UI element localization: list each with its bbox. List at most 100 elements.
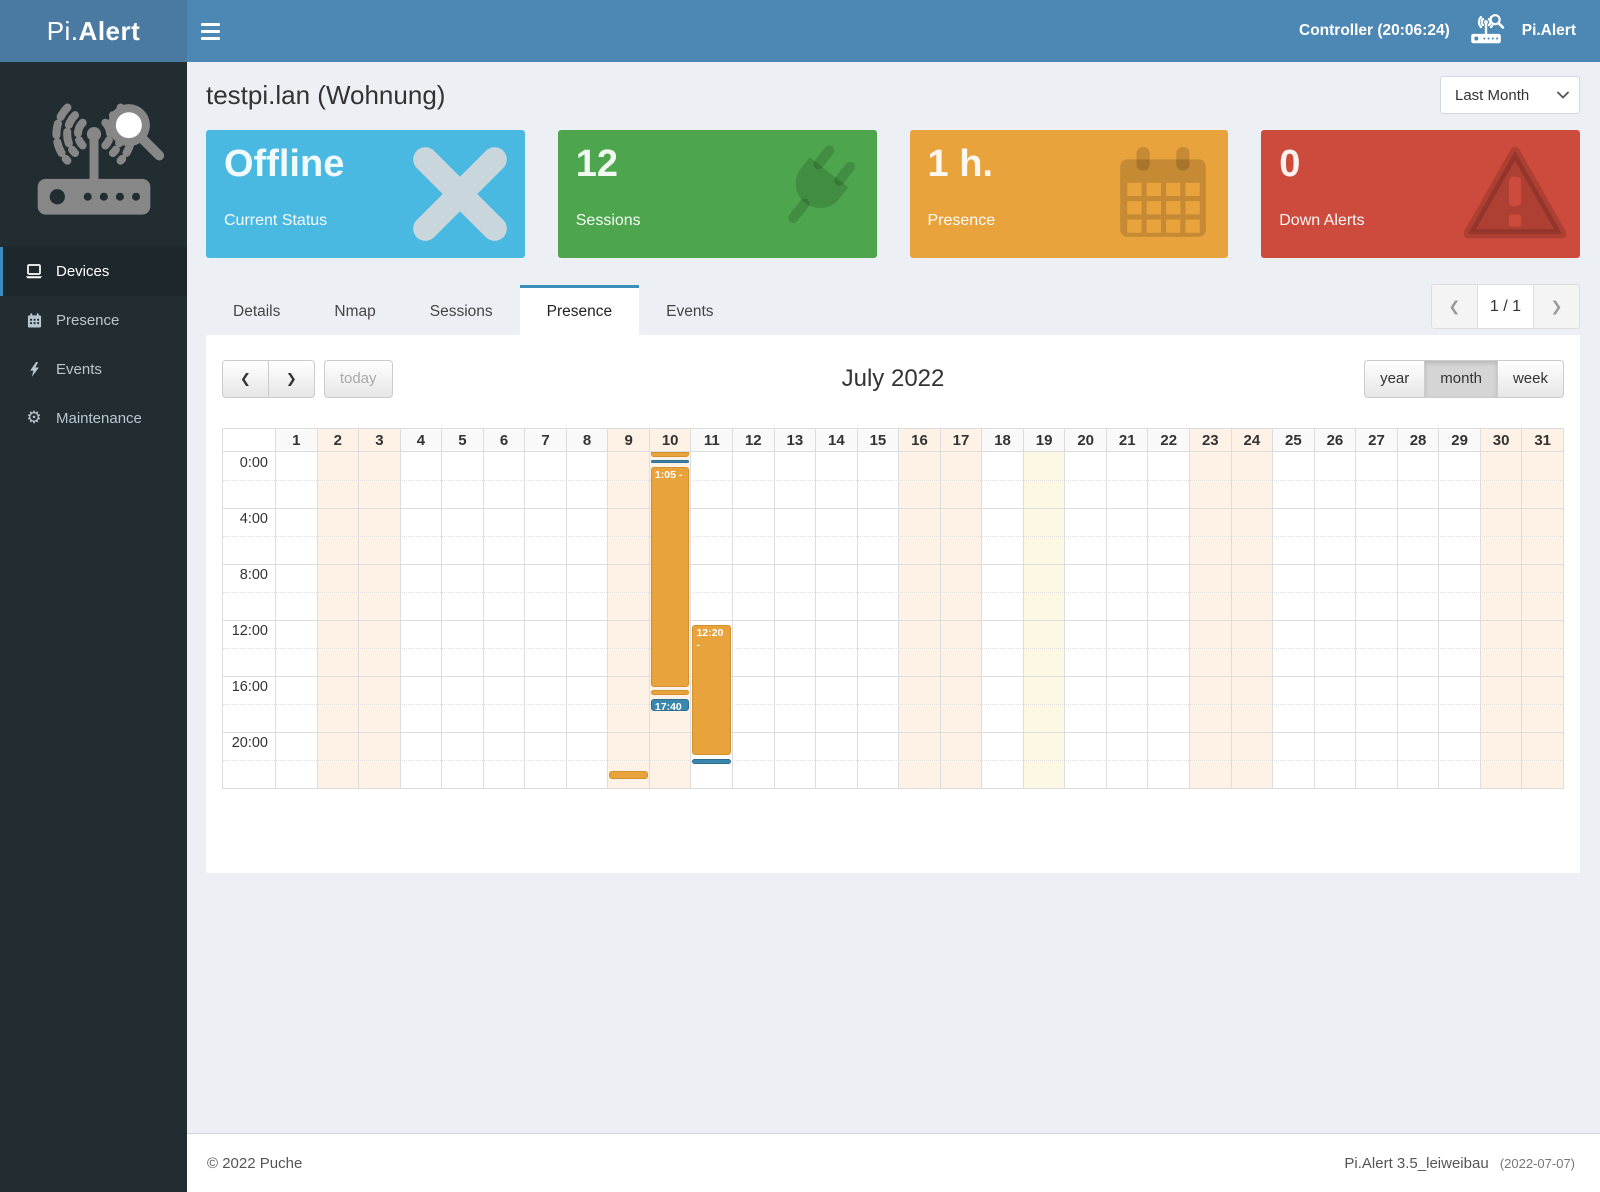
calendar-view-week[interactable]: week: [1496, 360, 1564, 398]
day-column-24: [1230, 452, 1273, 788]
day-header-22: 22: [1147, 429, 1190, 451]
day-column-8: [565, 452, 608, 788]
calendar-event[interactable]: 17:40: [650, 699, 690, 712]
calendar-view-month[interactable]: month: [1424, 360, 1498, 398]
footer: © 2022 Puche Pi.Alert 3.5_leiweibau (202…: [187, 1133, 1600, 1192]
day-column-27: [1355, 452, 1397, 788]
calendar-big-icon: [1112, 143, 1214, 245]
calendar-event[interactable]: [650, 690, 690, 696]
day-column-7: [524, 452, 566, 788]
day-header-4: 4: [399, 429, 442, 451]
tab-events[interactable]: Events: [666, 302, 714, 320]
controller-status: Controller (20:06:24): [1299, 22, 1450, 39]
tab-bar: Details Nmap Sessions Presence Events: [206, 284, 741, 335]
day-header-21: 21: [1105, 429, 1148, 451]
day-header-19: 19: [1022, 429, 1065, 451]
tab-sessions[interactable]: Sessions: [429, 302, 493, 320]
pialert-logo-icon: [0, 62, 187, 247]
calendar-event[interactable]: 1:05 -: [650, 467, 690, 687]
day-header-9: 9: [607, 429, 649, 451]
calendar-axis-header: [223, 429, 275, 451]
day-header-15: 15: [856, 429, 899, 451]
page-title: testpi.lan (Wohnung): [206, 79, 446, 110]
day-column-25: [1272, 452, 1314, 788]
day-header-17: 17: [939, 429, 982, 451]
calendar-next-button[interactable]: ❯: [267, 360, 315, 398]
period-select[interactable]: Last Month: [1440, 76, 1580, 114]
calendar-view-year[interactable]: year: [1364, 360, 1426, 398]
calendar-event[interactable]: 12:20 -: [692, 624, 732, 756]
calendar-event[interactable]: [692, 758, 732, 764]
day-column-30: [1479, 452, 1522, 788]
warning-icon: [1463, 143, 1567, 245]
day-header-27: 27: [1355, 429, 1397, 451]
stat-value: Offline: [224, 143, 345, 185]
sidebar-item-devices[interactable]: Devices: [0, 247, 187, 296]
calendar-today-button[interactable]: today: [323, 360, 393, 398]
calendar-time-axis: 0:00 4:00 8:00 12:00 16:00 20:00: [223, 452, 275, 788]
tab-row: Details Nmap Sessions Presence Events ❮ 1 / …: [206, 284, 1580, 335]
brand-prefix: Pi.: [46, 15, 79, 46]
day-column-14: [815, 452, 857, 788]
day-column-17: [939, 452, 982, 788]
day-column-11: 12:20 -: [690, 452, 733, 788]
day-header-6: 6: [482, 429, 525, 451]
prev-device-button[interactable]: ❮: [1430, 284, 1477, 329]
plug-icon: [761, 143, 863, 245]
day-column-21: [1105, 452, 1148, 788]
calendar-title: July 2022: [841, 365, 945, 392]
page-indicator: 1 / 1: [1476, 284, 1534, 329]
calendar-event[interactable]: [650, 459, 690, 463]
tab-details[interactable]: Details: [233, 302, 281, 320]
stat-value: 1 h.: [927, 143, 993, 185]
brand-logo[interactable]: Pi. Alert: [0, 0, 187, 62]
calendar-view-switcher: year month week: [1364, 360, 1564, 398]
navbar-app-label: Pi.Alert: [1521, 22, 1576, 39]
day-header-28: 28: [1396, 429, 1439, 451]
calendar-event[interactable]: [650, 452, 690, 458]
gear-icon: ⚙: [26, 408, 42, 428]
calendar-event[interactable]: [609, 771, 648, 780]
calendar-prev-button[interactable]: ❮: [222, 360, 269, 398]
day-header-8: 8: [565, 429, 608, 451]
stat-card-down-alerts: 0 Down Alerts: [1261, 130, 1580, 258]
tab-nmap[interactable]: Nmap: [334, 302, 376, 320]
calendar-body: 0:00 4:00 8:00 12:00 16:00 20:00 1:05 - 17:40 1…: [223, 452, 1563, 788]
stat-card-sessions: 12 Sessions: [557, 130, 877, 258]
day-header-25: 25: [1272, 429, 1314, 451]
sidebar-item-label: Events: [56, 361, 102, 378]
sidebar-item-events[interactable]: Events: [0, 345, 187, 394]
day-column-13: [773, 452, 816, 788]
day-header-3: 3: [358, 429, 400, 451]
sidebar-item-presence[interactable]: Presence: [0, 296, 187, 345]
day-column-16: [898, 452, 940, 788]
time-label: 12:00: [231, 623, 268, 639]
day-header-18: 18: [981, 429, 1023, 451]
presence-calendar: 1 2 3 4 5 6 7 8 9 10 11 12 13 14 15 16 17 18 19 20 21 22 23 24 2…: [222, 428, 1564, 789]
day-column-20: [1064, 452, 1106, 788]
day-column-18: [981, 452, 1023, 788]
day-column-12: [732, 452, 774, 788]
time-label: 8:00: [239, 567, 268, 583]
day-header-30: 30: [1479, 429, 1522, 451]
day-column-5: [441, 452, 483, 788]
main-content: testpi.lan (Wohnung) Last Month Offline C…: [187, 62, 1600, 1133]
day-header-7: 7: [524, 429, 566, 451]
day-column-4: [399, 452, 442, 788]
day-column-1: [275, 452, 317, 788]
sidebar-item-maintenance[interactable]: ⚙ Maintenance: [0, 394, 187, 443]
sidebar-toggle-button[interactable]: [187, 0, 233, 62]
brand-suffix: Alert: [78, 15, 141, 46]
footer-copyright: © 2022 Puche: [207, 1154, 303, 1172]
day-column-9: [607, 452, 649, 788]
next-device-button[interactable]: ❯: [1534, 284, 1580, 329]
day-header-14: 14: [815, 429, 857, 451]
stat-label: Presence: [927, 211, 996, 229]
day-column-28: [1396, 452, 1439, 788]
tab-presence[interactable]: Presence: [519, 284, 640, 335]
time-label: 16:00: [231, 679, 268, 695]
day-header-11: 11: [690, 429, 733, 451]
day-column-26: [1313, 452, 1356, 788]
day-header-2: 2: [316, 429, 359, 451]
